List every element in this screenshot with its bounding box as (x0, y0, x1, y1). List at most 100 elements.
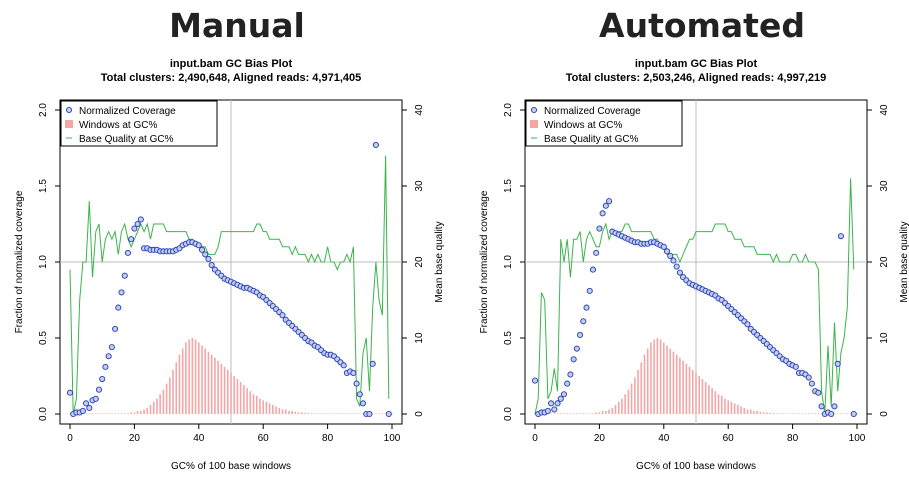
y2-tick-label: 20 (414, 256, 425, 268)
chart-subtitle: Total clusters: 2,490,648, Aligned reads… (101, 72, 361, 84)
coverage-point (586, 287, 593, 294)
coverage-point (676, 269, 683, 276)
coverage-point (551, 406, 558, 413)
coverage-point (577, 331, 584, 339)
base-quality-line (534, 178, 855, 415)
x-tick-label: 60 (723, 433, 735, 444)
coverage-point (279, 312, 286, 319)
coverage-point (663, 248, 671, 255)
y-tick-label: 0.0 (503, 407, 514, 421)
y-tick-label: 2.0 (503, 103, 514, 117)
x-axis-label: GC% of 100 base windows (636, 461, 756, 472)
coverage-point (599, 210, 606, 217)
coverage-point (815, 389, 822, 396)
y2-tick-label: 20 (879, 256, 890, 268)
x-axis-label: GC% of 100 base windows (171, 461, 291, 472)
coverage-point (369, 360, 376, 367)
coverage-point (356, 391, 363, 398)
panel-title-left: Manual (169, 6, 305, 45)
coverage-point (564, 380, 571, 387)
coverage-point (359, 400, 367, 407)
y2-tick-label: 0 (414, 411, 425, 417)
gc-bias-panel-manual: input.bam GC Bias Plot Total clusters: 2,… (14, 58, 445, 472)
x-tick-label: 60 (258, 433, 270, 444)
coverage-point (573, 345, 580, 352)
coverage-point (580, 318, 587, 325)
legend-symbol-windows (530, 120, 538, 128)
legend-symbol-coverage (65, 106, 73, 114)
y2-axis-label: Mean base quality (434, 221, 445, 302)
coverage-point (128, 236, 135, 243)
coverage-point (134, 220, 141, 228)
coverage-point (606, 198, 613, 205)
y-tick-label: 1.0 (503, 255, 514, 269)
coverage-point (808, 380, 815, 387)
coverage-point (589, 266, 597, 273)
coverage-point (667, 252, 674, 259)
x-tick-label: 20 (129, 433, 141, 444)
chart-title: input.bam GC Bias Plot (170, 58, 293, 70)
coverage-point (102, 363, 109, 370)
y2-tick-label: 30 (414, 180, 425, 192)
coverage-point (596, 225, 603, 232)
panel-title-right: Automated (599, 6, 805, 45)
coverage-point (673, 263, 680, 270)
y2-tick-label: 40 (414, 104, 425, 116)
y2-tick-label: 30 (879, 180, 890, 192)
y-tick-label: 0.0 (38, 407, 49, 421)
coverage-point (570, 356, 577, 363)
coverage-point (118, 289, 125, 296)
coverage-point (567, 371, 574, 378)
coverage-point (560, 391, 568, 398)
chart-title: input.bam GC Bias Plot (635, 58, 758, 70)
coverage-point (205, 255, 212, 263)
coverage-point (124, 249, 132, 256)
coverage-point (372, 141, 379, 149)
legend-symbol-coverage (530, 106, 538, 114)
legend-label-windows: Windows at GC% (79, 120, 157, 131)
coverage-point (66, 389, 74, 396)
coverage-point (548, 400, 555, 407)
coverage-point (208, 261, 215, 269)
coverage-point (531, 377, 539, 384)
coverage-point (850, 410, 857, 418)
coverage-point (670, 257, 677, 264)
coverage-point (837, 233, 844, 240)
coverage-point (131, 225, 138, 232)
coverage-point (602, 202, 609, 209)
coverage-point (554, 400, 561, 407)
coverage-point (115, 304, 122, 311)
x-tick-label: 100 (384, 433, 401, 444)
coverage-point (744, 321, 751, 328)
coverage-point (385, 410, 392, 418)
y-tick-label: 2.0 (38, 103, 49, 117)
y2-tick-label: 40 (879, 104, 890, 116)
coverage-point (557, 395, 564, 402)
coverage-point (79, 407, 86, 415)
gc-bias-panel-automated: input.bam GC Bias Plot Total clusters: 2,… (479, 58, 909, 472)
coverage-point (805, 374, 812, 381)
coverage-point (99, 375, 106, 383)
coverage-point (831, 403, 838, 410)
legend-symbol-windows (65, 120, 73, 128)
coverage-point (105, 353, 112, 360)
x-tick-label: 0 (67, 433, 73, 444)
coverage-point (350, 369, 357, 377)
coverage-point (353, 380, 360, 387)
y-tick-label: 1.0 (38, 255, 49, 269)
x-tick-label: 0 (532, 433, 538, 444)
coverage-point (366, 410, 373, 418)
y-tick-label: 0.5 (503, 331, 514, 345)
coverage-point (198, 246, 206, 253)
x-tick-label: 40 (658, 433, 670, 444)
coverage-point (137, 216, 144, 223)
legend-label-coverage: Normalized Coverage (544, 106, 641, 117)
y2-tick-label: 10 (879, 332, 890, 344)
coverage-point (202, 251, 209, 258)
x-tick-label: 80 (322, 433, 334, 444)
coverage-point (92, 395, 99, 402)
coverage-point (108, 344, 115, 351)
chart-subtitle: Total clusters: 2,503,246, Aligned reads… (566, 72, 826, 84)
x-tick-label: 100 (849, 433, 866, 444)
